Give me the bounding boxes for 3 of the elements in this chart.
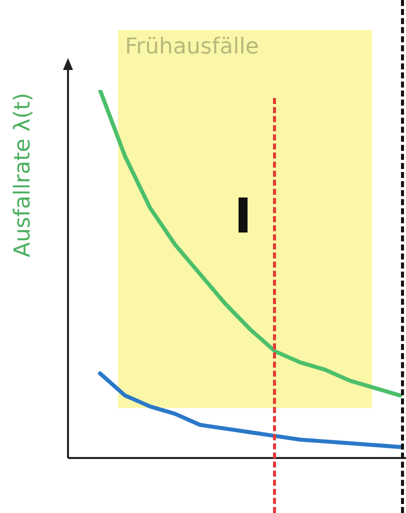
y-axis-title: Ausfallrate λ(t) <box>10 92 36 258</box>
annotation: I <box>234 188 252 244</box>
text: Frühausfälle <box>125 34 259 60</box>
